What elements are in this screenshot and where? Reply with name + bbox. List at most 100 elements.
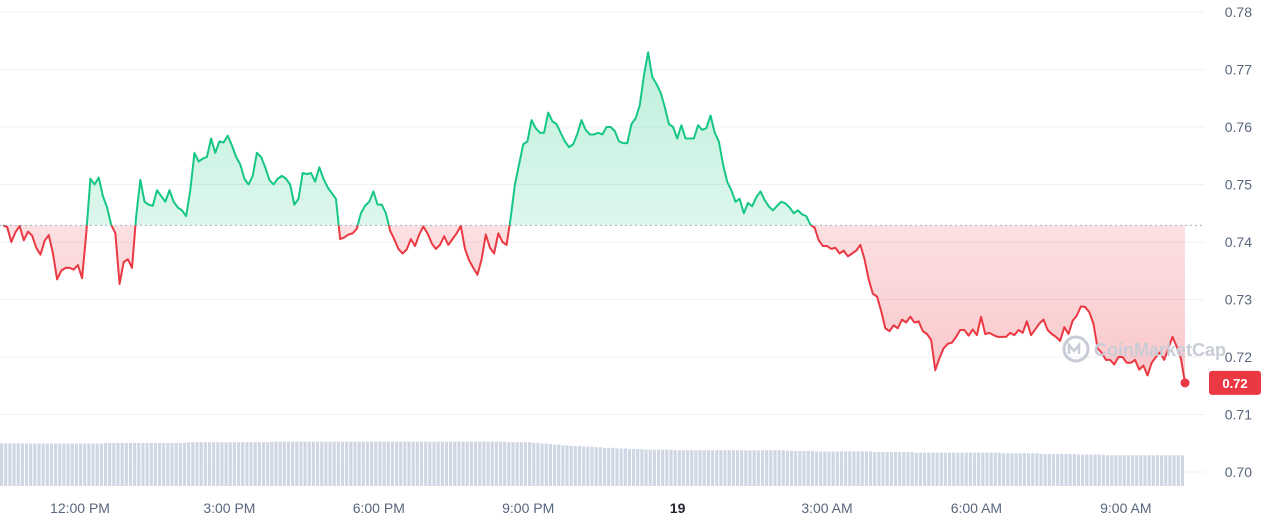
volume-bar	[357, 441, 361, 486]
volume-bar	[769, 450, 773, 486]
volume-bar	[440, 441, 444, 486]
volume-bar	[773, 450, 777, 486]
volume-bar	[835, 451, 839, 486]
current-price-dot[interactable]	[1180, 378, 1190, 388]
volume-bar	[374, 441, 378, 486]
volume-bar	[432, 441, 436, 486]
volume-bar	[1135, 455, 1139, 486]
volume-bar	[644, 449, 648, 486]
volume-bar	[636, 449, 640, 486]
y-tick-label: 0.74	[1225, 234, 1252, 250]
coinmarketcap-watermark: CoinMarketCap	[1062, 335, 1226, 363]
volume-bar	[70, 443, 74, 486]
volume-bar	[1014, 453, 1018, 486]
volume-bar	[1143, 455, 1147, 486]
volume-bar	[615, 448, 619, 486]
volume-bar	[20, 443, 24, 486]
volume-bar	[914, 452, 918, 486]
volume-bar	[827, 451, 831, 486]
volume-bar	[669, 449, 673, 486]
volume-bar	[195, 442, 199, 486]
x-tick-label: 9:00 AM	[1100, 500, 1151, 516]
volume-bar	[1039, 453, 1043, 486]
volume-bar	[486, 441, 490, 486]
volume-bar	[523, 442, 528, 486]
volume-bar	[507, 442, 511, 486]
y-tick-label: 0.76	[1225, 119, 1252, 135]
volume-bar	[573, 445, 577, 486]
volume-bar	[661, 449, 665, 486]
volume-bar	[245, 442, 249, 486]
volume-bar	[12, 443, 16, 486]
volume-bar	[299, 441, 303, 486]
volume-bar	[1056, 453, 1060, 486]
volume-bar	[532, 442, 536, 486]
y-tick-label: 0.72	[1225, 349, 1252, 365]
volume-bar	[328, 441, 332, 486]
volume-bar	[790, 450, 794, 486]
volume-bar	[370, 441, 374, 486]
volume-bar	[291, 441, 295, 486]
volume-bar	[419, 441, 424, 486]
volume-bar	[270, 441, 274, 486]
volume-bar	[1031, 453, 1035, 486]
volume-bar	[1043, 453, 1047, 486]
volume-bar	[673, 450, 677, 486]
x-tick-label: 3:00 PM	[203, 500, 255, 516]
volume-bar	[174, 442, 178, 486]
volume-bar	[557, 444, 561, 486]
volume-bar	[918, 452, 923, 486]
volume-bar	[765, 450, 769, 486]
volume-bar	[494, 441, 498, 486]
volume-bar	[977, 452, 981, 486]
volume-bar	[232, 442, 236, 486]
volume-bar	[237, 442, 241, 486]
volume-bar	[623, 448, 627, 486]
volume-bar	[311, 441, 315, 486]
volume-bar	[395, 441, 399, 486]
volume-bar	[124, 442, 128, 486]
volume-bar	[91, 443, 95, 486]
price-area-fill	[3, 52, 1185, 383]
volume-bar	[711, 450, 715, 486]
volume-bar	[1110, 455, 1114, 486]
volume-bar	[95, 443, 99, 486]
volume-bar	[1093, 454, 1097, 486]
price-line	[2, 51, 1186, 384]
volume-bar	[760, 450, 765, 486]
volume-bar	[1101, 454, 1105, 486]
volume-bar	[4, 443, 8, 486]
volume-bar	[361, 441, 365, 486]
volume-bar	[58, 443, 62, 486]
volume-bar	[939, 452, 943, 486]
volume-bar	[74, 443, 78, 486]
x-tick-label: 6:00 AM	[951, 500, 1002, 516]
volume-bar	[1002, 453, 1006, 486]
volume-bar	[345, 441, 349, 486]
volume-bar	[810, 450, 814, 486]
volume-bar	[365, 441, 370, 486]
volume-bar	[528, 442, 532, 486]
x-tick-label: 6:00 PM	[353, 500, 405, 516]
volume-bar	[989, 452, 993, 486]
volume-bar	[29, 443, 33, 486]
volume-bar	[893, 452, 898, 486]
volume-bar	[249, 442, 253, 486]
volume-bar	[66, 443, 70, 486]
volume-bar	[444, 441, 449, 486]
volume-bar	[8, 443, 12, 486]
volume-bar	[869, 451, 873, 486]
volume-bar	[207, 442, 212, 486]
volume-bar	[24, 443, 29, 486]
volume-bar	[873, 452, 877, 486]
volume-bar	[453, 441, 457, 486]
volume-bar	[1060, 453, 1064, 486]
volume-bar	[137, 442, 141, 486]
volume-bar	[923, 452, 927, 486]
y-tick-label: 0.78	[1225, 4, 1252, 20]
volume-bar	[881, 452, 885, 486]
volume-bar	[735, 450, 740, 486]
volume-bar	[257, 442, 261, 486]
